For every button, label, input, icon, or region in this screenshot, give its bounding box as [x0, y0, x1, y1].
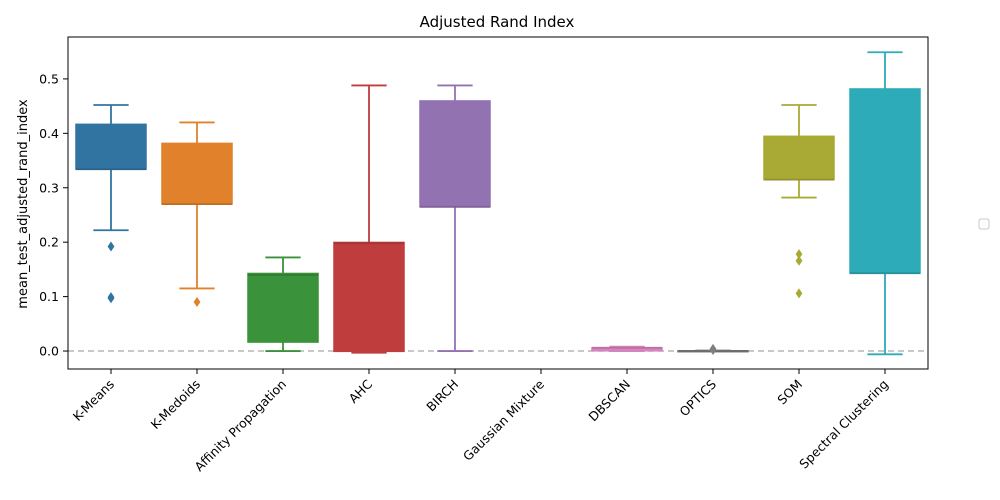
box-k-means	[75, 123, 147, 170]
x-tick-label: K-Medoids	[148, 377, 203, 432]
outlier-point	[795, 255, 803, 266]
x-tick-label: AHC	[346, 376, 376, 406]
box-affinity-propagation	[247, 272, 319, 343]
outlier-point	[795, 288, 803, 299]
x-tick-label: SOM	[774, 377, 805, 408]
outlier-point	[709, 344, 717, 355]
box-ahc	[333, 241, 405, 353]
x-tick-label: DBSCAN	[585, 377, 633, 425]
x-tick-label: OPTICS	[676, 376, 719, 419]
plot-area: 0.0 0.1 0.2 0.3 0.4 0.5 K-Means K-MedoidsAffini…	[39, 36, 929, 475]
plot-frame	[67, 36, 929, 370]
legend-box	[978, 218, 990, 230]
y-tick-label: 0.5	[39, 71, 59, 86]
outlier-point	[795, 249, 803, 260]
box-birch	[419, 100, 491, 208]
y-tick-label: 0.0	[39, 344, 59, 359]
outlier-point	[107, 241, 115, 252]
x-tick-label: BIRCH	[423, 377, 461, 415]
y-tick-label: 0.4	[39, 126, 59, 141]
x-tick-label: Gaussian Mixture	[460, 376, 547, 463]
x-tick-label: Spectral Clustering	[796, 377, 891, 472]
outlier-point	[193, 297, 201, 308]
y-tick-label: 0.2	[39, 235, 59, 250]
box-spectral-clustering	[849, 88, 921, 274]
x-tick-label: K-Means	[70, 377, 117, 424]
chart-title: Adjusted Rand Index	[420, 13, 575, 31]
y-tick-label: 0.1	[39, 289, 59, 304]
y-axis-label: mean_test_adjusted_rand_index	[16, 99, 31, 309]
box-k-medoids	[161, 142, 233, 205]
x-tick-label: Affinity Propagation	[191, 377, 289, 475]
outlier-point	[107, 293, 115, 304]
box-som	[763, 135, 835, 181]
y-tick-label: 0.3	[39, 180, 59, 195]
